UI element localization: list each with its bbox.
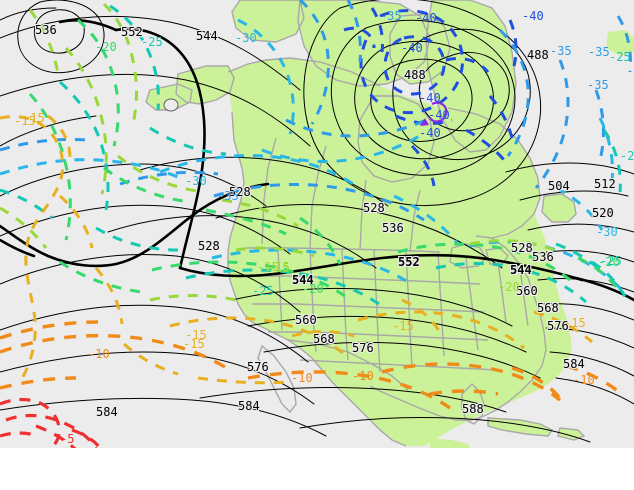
low-swirl-marker — [420, 101, 448, 126]
temperature-contour-label: -40 — [401, 41, 423, 55]
temperature-contour-label: -30 — [235, 31, 257, 45]
map-canvas[interactable]: 536 552 544 488 488 504 512 520 528 528 528 536 536 5… — [0, 0, 634, 448]
height-contour-label: 544 — [292, 273, 314, 287]
temperature-contour-label: -15 — [257, 260, 279, 274]
temperature-contour-label: -30 — [596, 225, 618, 239]
height-contour-label: 488 — [527, 48, 549, 62]
temperature-contour-label: -25 — [620, 149, 634, 163]
height-contour-label: 512 — [594, 177, 616, 191]
temperature-contour-label: -40 — [522, 9, 544, 23]
temp-contour-minus10 — [0, 320, 626, 410]
temperature-contour-label: -10 — [352, 369, 374, 383]
height-contour-label: 504 — [548, 179, 570, 193]
temperature-contour-label: -15 — [23, 111, 45, 125]
temperature-contour-label: -40 — [419, 126, 441, 140]
temperature-contour-label: -15 — [268, 260, 290, 274]
height-contour-label: 536 — [35, 23, 57, 37]
temperature-contour-label: -25 — [609, 50, 631, 64]
height-contour-label: 528 — [511, 241, 533, 255]
temperature-contour-label: -15 — [183, 337, 205, 351]
height-contour-label: 568 — [537, 301, 559, 315]
temperature-contour-label: -15 — [392, 319, 414, 333]
temperature-contour-label: -10 — [88, 347, 110, 361]
temperature-contour-label: -35 — [217, 189, 239, 203]
temperature-contour-label: -15 — [185, 328, 207, 342]
height-contour-label: 552 — [398, 255, 420, 269]
temperature-contour-label: -25 — [141, 35, 163, 49]
height-contour-label: 584 — [96, 405, 118, 419]
temperature-contour-label: -40 — [419, 91, 441, 105]
temperature-contour-label: -5 — [60, 432, 75, 446]
temp-contour-minus5 — [0, 397, 102, 448]
map-svg — [0, 0, 634, 448]
temperature-contour-label: -30 — [185, 174, 207, 188]
temperature-contour-label: -25 — [252, 284, 274, 298]
height-contour-label: 560 — [295, 313, 317, 327]
height-contour-label: 544 — [196, 29, 218, 43]
small-island-circle — [163, 98, 179, 112]
height-contour-label: 576 — [247, 360, 269, 374]
footer-bar: Height/Temp. 500 hPa [gdmp][°C] ECMWF We… — [0, 448, 634, 490]
temperature-contour-label: -15 — [564, 316, 586, 330]
temperature-contour-label: -10 — [573, 373, 595, 387]
height-contour-label: 568 — [313, 332, 335, 346]
temperature-contour-label: -20 — [498, 280, 520, 294]
height-contours-bold — [0, 19, 634, 302]
height-contour-label: 520 — [592, 206, 614, 220]
height-contour-label: 584 — [238, 399, 260, 413]
temp-contour-minus20 — [28, 18, 622, 300]
temperature-contour-label: -25 — [600, 254, 622, 268]
temp-contour-minus40 — [343, 7, 518, 187]
height-contour-label: 588 — [462, 402, 484, 416]
temp-contour-minus15a — [0, 2, 555, 302]
height-contour-label: 528 — [363, 201, 385, 215]
temperature-contour-label: -35 — [550, 44, 572, 58]
height-contour-label: 576 — [547, 319, 569, 333]
height-contour-label: 528 — [229, 185, 251, 199]
temperature-contour-label: -20 — [302, 282, 324, 296]
height-contour-label: 536 — [382, 221, 404, 235]
height-contour-label: 536 — [532, 250, 554, 264]
height-contour-label: 560 — [516, 284, 538, 298]
temperature-contour-label: -40 — [428, 108, 450, 122]
height-contour-label: 552 — [121, 25, 143, 39]
height-contour-label: 576 — [352, 341, 374, 355]
temperature-contour-label: -15 — [14, 114, 36, 128]
temp-contour-minus15b — [0, 114, 593, 385]
temperature-contour-label: -15 — [268, 261, 290, 275]
temp-contour-minus35 — [0, 0, 632, 222]
height-contour-label: 544 — [510, 263, 532, 277]
temperature-contour-label: -35 — [380, 9, 402, 23]
temperature-contour-label: -35 — [588, 45, 610, 59]
height-contour-label: 528 — [198, 239, 220, 253]
temperature-contour-label: -10 — [291, 371, 313, 385]
height-contour-label: 488 — [404, 68, 426, 82]
temperature-contour-label: -35 — [587, 78, 609, 92]
temp-contour-minus25 — [0, 4, 630, 308]
temperature-contour-label: -20 — [598, 255, 620, 269]
temperature-contour-label: -40 — [415, 11, 437, 25]
coastlines-and-borders — [145, 0, 586, 447]
height-contour-label: 584 — [563, 357, 585, 371]
temperature-contour-label: -20 — [95, 40, 117, 54]
